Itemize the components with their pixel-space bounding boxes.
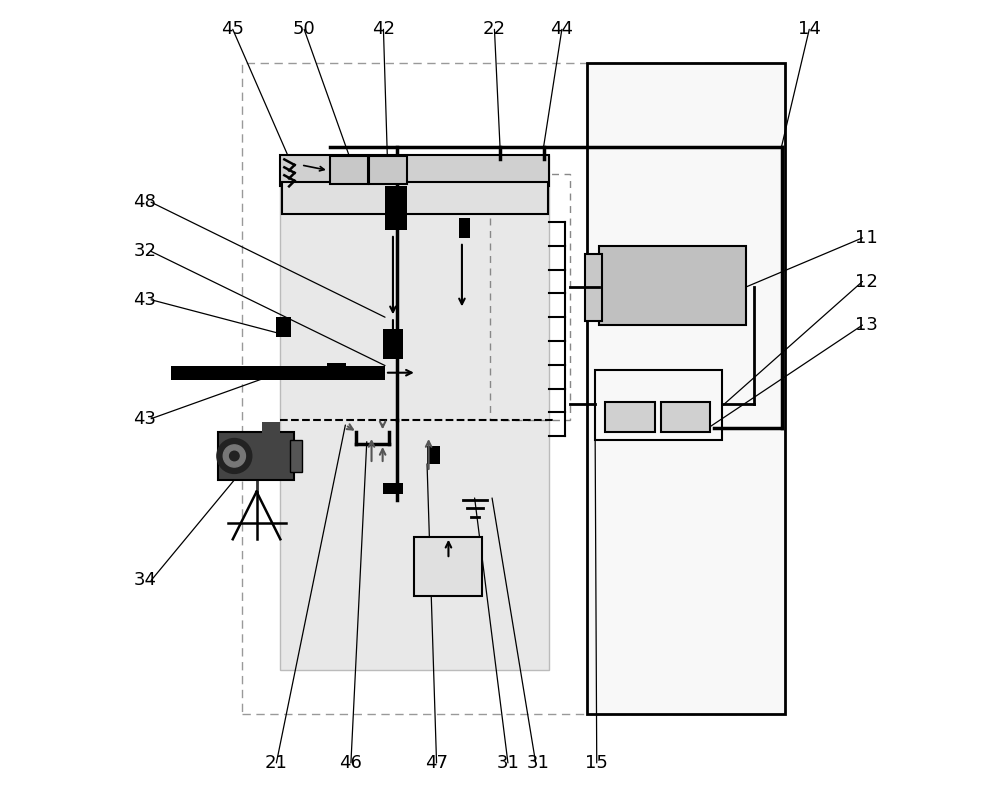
Text: 47: 47 <box>425 754 448 772</box>
Text: 14: 14 <box>798 21 821 38</box>
Bar <box>280 155 549 670</box>
Text: 12: 12 <box>855 273 878 290</box>
Bar <box>661 402 710 432</box>
Text: 50: 50 <box>293 21 316 38</box>
Bar <box>218 432 294 480</box>
Circle shape <box>223 445 245 467</box>
Bar <box>383 483 403 494</box>
Text: 43: 43 <box>133 291 156 308</box>
Text: 11: 11 <box>855 229 878 247</box>
Text: 13: 13 <box>855 316 878 334</box>
Bar <box>383 329 403 359</box>
Bar <box>605 402 655 432</box>
Bar <box>595 370 722 440</box>
Text: 44: 44 <box>550 21 573 38</box>
Bar <box>242 63 770 714</box>
Bar <box>385 186 407 230</box>
Text: 31: 31 <box>527 754 550 772</box>
Circle shape <box>217 439 252 473</box>
Text: 32: 32 <box>133 243 156 260</box>
Bar <box>459 218 470 238</box>
Bar <box>490 174 570 420</box>
Text: 42: 42 <box>372 21 395 38</box>
Bar <box>427 446 440 464</box>
Bar <box>262 422 280 436</box>
Bar <box>414 537 482 596</box>
Bar <box>330 156 368 184</box>
Circle shape <box>230 451 239 461</box>
Bar <box>171 366 385 380</box>
Text: 46: 46 <box>339 754 362 772</box>
Text: 31: 31 <box>496 754 519 772</box>
Bar <box>280 155 549 186</box>
Text: 22: 22 <box>483 21 506 38</box>
Text: 34: 34 <box>133 572 156 589</box>
Bar <box>587 63 785 714</box>
Text: 43: 43 <box>133 410 156 427</box>
Text: 15: 15 <box>585 754 608 772</box>
Bar <box>369 156 407 184</box>
Bar <box>327 363 346 377</box>
Bar <box>290 440 302 472</box>
Text: 45: 45 <box>221 21 244 38</box>
Bar <box>599 246 746 325</box>
Text: 48: 48 <box>133 193 156 211</box>
Bar <box>276 317 291 337</box>
Text: 21: 21 <box>265 754 288 772</box>
Bar <box>585 254 602 321</box>
Bar <box>282 182 548 214</box>
